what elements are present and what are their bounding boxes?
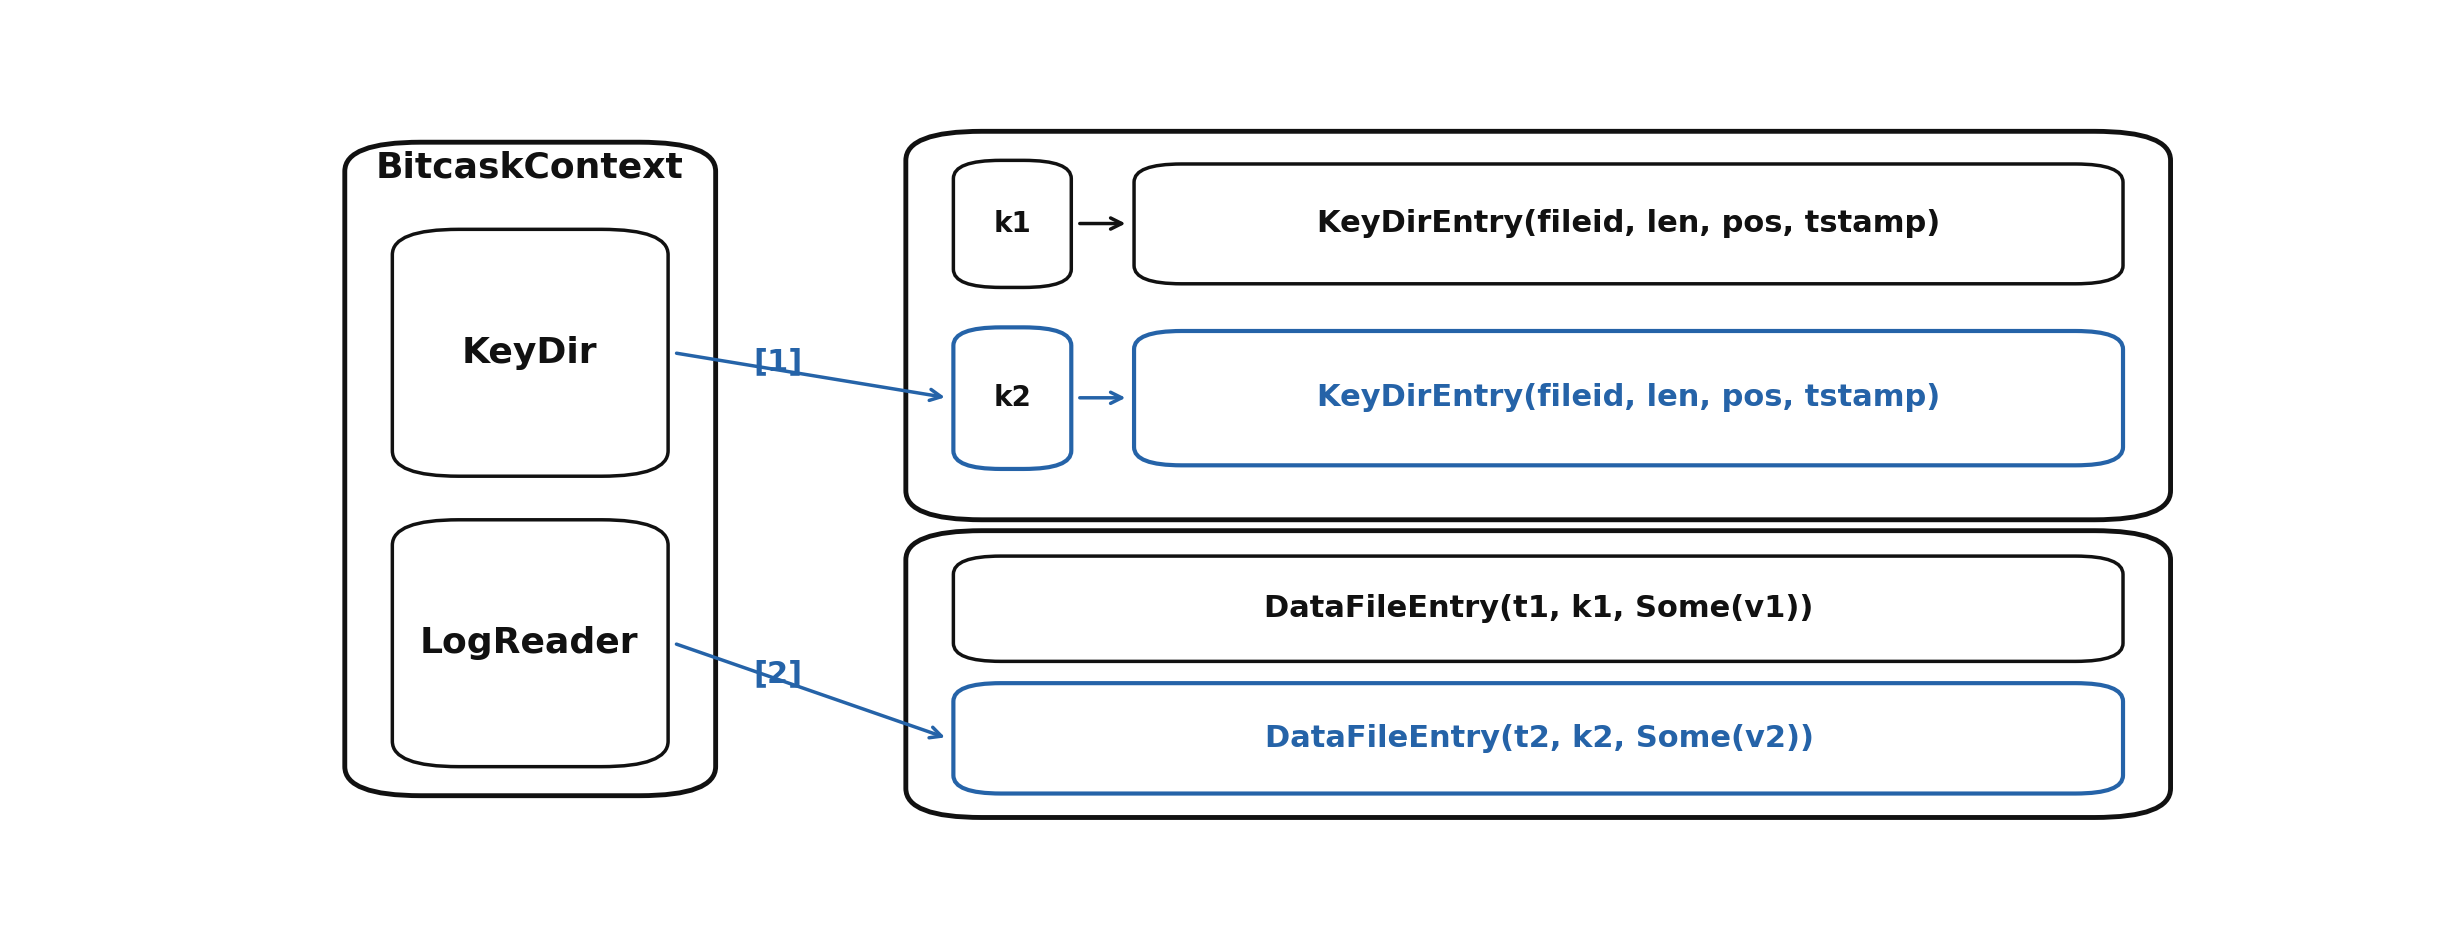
Text: LogReader: LogReader xyxy=(420,626,638,660)
Text: k2: k2 xyxy=(994,384,1031,412)
FancyBboxPatch shape xyxy=(952,327,1072,469)
FancyBboxPatch shape xyxy=(952,556,2123,661)
Text: BitcaskContext: BitcaskContext xyxy=(375,151,682,185)
Text: KeyDir: KeyDir xyxy=(461,336,596,370)
FancyBboxPatch shape xyxy=(1134,331,2123,465)
Text: [1]: [1] xyxy=(753,347,802,376)
Text: DataFileEntry(t1, k1, Some(v1)): DataFileEntry(t1, k1, Some(v1)) xyxy=(1264,594,1814,623)
FancyBboxPatch shape xyxy=(393,520,667,767)
FancyBboxPatch shape xyxy=(952,683,2123,793)
FancyBboxPatch shape xyxy=(906,131,2169,520)
Text: [2]: [2] xyxy=(753,659,802,688)
FancyBboxPatch shape xyxy=(393,229,667,476)
FancyBboxPatch shape xyxy=(1134,164,2123,284)
FancyBboxPatch shape xyxy=(906,531,2169,818)
Text: k1: k1 xyxy=(994,209,1031,238)
Text: KeyDirEntry(fileid, len, pos, tstamp): KeyDirEntry(fileid, len, pos, tstamp) xyxy=(1318,209,1941,238)
FancyBboxPatch shape xyxy=(952,160,1072,288)
FancyBboxPatch shape xyxy=(344,142,717,796)
Text: DataFileEntry(t2, k2, Some(v2)): DataFileEntry(t2, k2, Some(v2)) xyxy=(1264,724,1814,753)
Text: KeyDirEntry(fileid, len, pos, tstamp): KeyDirEntry(fileid, len, pos, tstamp) xyxy=(1318,383,1941,412)
